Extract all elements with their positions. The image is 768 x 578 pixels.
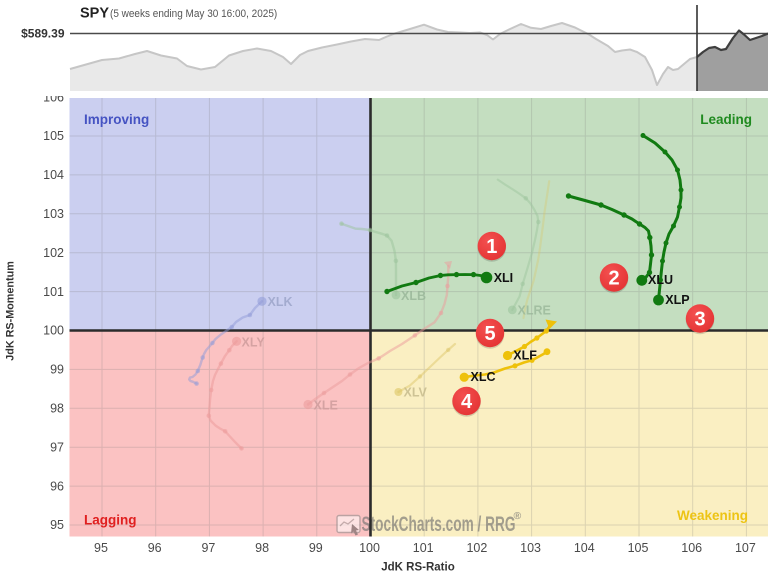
- svg-text:98: 98: [255, 541, 269, 555]
- svg-text:104: 104: [43, 168, 64, 182]
- svg-text:105: 105: [43, 129, 64, 143]
- svg-text:SPY: SPY: [80, 6, 109, 22]
- svg-text:102: 102: [43, 246, 64, 260]
- svg-text:3: 3: [694, 309, 705, 331]
- svg-text:100: 100: [359, 541, 380, 555]
- svg-text:(5 weeks ending May 30 16:00,: (5 weeks ending May 30 16:00, 2025): [110, 7, 277, 20]
- svg-text:97: 97: [50, 440, 64, 454]
- svg-text:XLB: XLB: [401, 289, 426, 303]
- svg-text:2: 2: [608, 268, 619, 290]
- svg-text:StockCharts.com / RRG: StockCharts.com / RRG: [362, 512, 516, 536]
- svg-text:XLRE: XLRE: [518, 304, 551, 318]
- svg-text:97: 97: [201, 541, 215, 555]
- svg-text:102: 102: [466, 541, 487, 555]
- svg-text:XLI: XLI: [494, 271, 513, 285]
- svg-text:95: 95: [50, 518, 64, 532]
- svg-text:XLK: XLK: [268, 295, 293, 309]
- svg-text:101: 101: [43, 285, 64, 299]
- svg-text:XLE: XLE: [314, 399, 338, 413]
- svg-text:®: ®: [514, 510, 522, 522]
- svg-text:101: 101: [413, 541, 434, 555]
- svg-text:99: 99: [50, 363, 64, 377]
- svg-text:104: 104: [574, 541, 595, 555]
- svg-text:98: 98: [50, 402, 64, 416]
- svg-text:XLY: XLY: [242, 336, 266, 350]
- svg-text:1: 1: [486, 236, 497, 258]
- svg-text:100: 100: [43, 324, 64, 338]
- svg-text:XLC: XLC: [471, 370, 496, 384]
- svg-text:Leading: Leading: [700, 112, 752, 127]
- svg-text:95: 95: [94, 541, 108, 555]
- svg-text:99: 99: [309, 541, 323, 555]
- svg-text:5: 5: [484, 323, 495, 345]
- svg-text:$589.39: $589.39: [21, 27, 65, 41]
- svg-text:XLP: XLP: [665, 293, 689, 307]
- svg-text:96: 96: [50, 479, 64, 493]
- svg-text:Improving: Improving: [84, 112, 149, 127]
- svg-text:Weakening: Weakening: [677, 508, 748, 523]
- svg-text:Lagging: Lagging: [84, 513, 137, 528]
- svg-text:106: 106: [43, 90, 64, 104]
- svg-text:106: 106: [681, 541, 702, 555]
- svg-text:103: 103: [520, 541, 541, 555]
- svg-text:4: 4: [461, 391, 473, 413]
- svg-text:XLU: XLU: [648, 273, 673, 287]
- svg-text:XLF: XLF: [513, 349, 537, 363]
- svg-text:JdK RS-Ratio: JdK RS-Ratio: [381, 562, 454, 574]
- svg-text:105: 105: [628, 541, 649, 555]
- svg-text:JdK RS-Momentum: JdK RS-Momentum: [5, 261, 17, 361]
- svg-text:XLV: XLV: [404, 386, 428, 400]
- svg-text:107: 107: [735, 541, 756, 555]
- svg-text:103: 103: [43, 207, 64, 221]
- svg-text:96: 96: [148, 541, 162, 555]
